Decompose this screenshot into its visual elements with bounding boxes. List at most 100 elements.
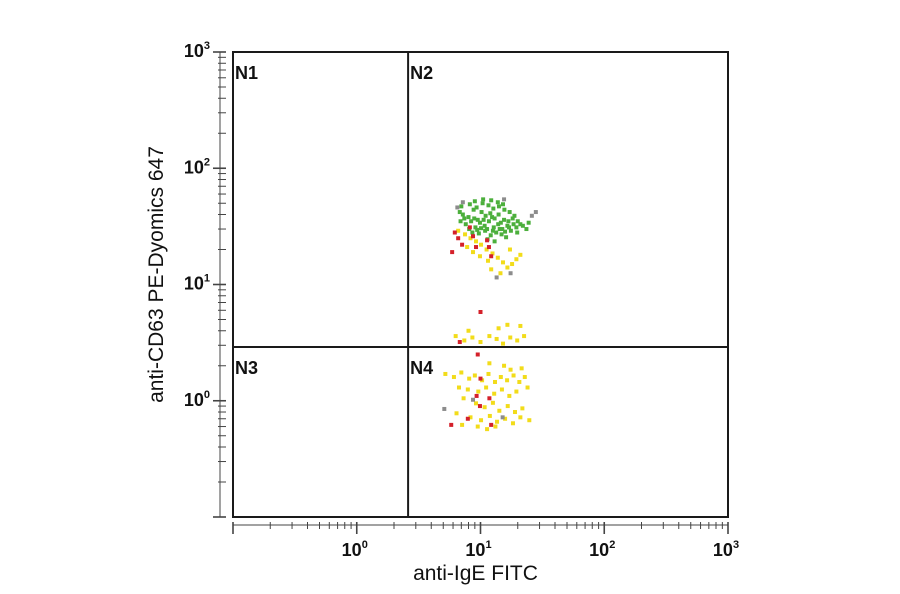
data-point [470, 230, 475, 235]
data-point [496, 222, 501, 227]
data-point [508, 367, 513, 372]
data-point [515, 338, 520, 343]
data-point [476, 389, 481, 394]
data-point [469, 219, 474, 224]
data-point [457, 210, 462, 215]
data-point [466, 215, 471, 220]
data-point [468, 236, 473, 241]
data-point [515, 219, 520, 224]
data-point [503, 229, 508, 234]
data-point [467, 376, 472, 381]
data-point [507, 210, 512, 215]
data-point [500, 227, 505, 232]
quadrant-label-n4: N4 [410, 358, 433, 378]
x-tick-label: 103 [713, 539, 739, 560]
data-point [456, 236, 461, 241]
data-point [458, 219, 463, 224]
data-point [508, 335, 513, 340]
data-point [477, 254, 482, 259]
data-point [489, 198, 494, 203]
data-point [522, 375, 527, 380]
data-point [507, 393, 512, 398]
data-point [486, 371, 491, 376]
data-point [512, 410, 517, 415]
data-point [478, 340, 483, 345]
data-point [472, 373, 477, 378]
data-point [460, 200, 465, 205]
axis-ticks [213, 51, 729, 534]
data-point [454, 411, 459, 416]
data-point [498, 220, 503, 225]
data-point [518, 222, 523, 227]
data-point [485, 227, 490, 232]
data-point [472, 216, 477, 221]
data-point [471, 207, 476, 212]
data-point [524, 227, 529, 232]
data-point [494, 336, 499, 341]
data-point [475, 227, 480, 232]
data-point [470, 335, 475, 340]
data-point [455, 205, 460, 210]
data-point [478, 310, 483, 315]
data-point [520, 223, 525, 228]
data-point [518, 323, 523, 328]
data-point [488, 233, 493, 238]
data-point [502, 217, 507, 222]
y-tick-label: 103 [184, 40, 210, 61]
x-axis-title: anti-IgE FITC [413, 562, 538, 585]
data-point [490, 251, 495, 256]
data-point [488, 211, 493, 216]
data-point [505, 322, 510, 327]
data-point [510, 421, 515, 426]
data-point [473, 225, 478, 230]
data-point [497, 408, 502, 413]
data-point [498, 375, 503, 380]
data-point [514, 225, 519, 230]
data-point [489, 422, 494, 427]
data-point [456, 385, 461, 390]
data-point [483, 213, 488, 218]
data-point [463, 232, 468, 237]
data-point [490, 400, 495, 405]
data-point [475, 217, 480, 222]
plot-frame [232, 51, 729, 518]
data-point [526, 220, 531, 225]
data-point [486, 203, 491, 208]
data-point [482, 405, 487, 410]
y-tick-label: 100 [184, 389, 210, 410]
data-point [497, 227, 502, 232]
data-point [505, 378, 510, 383]
data-point [467, 225, 472, 230]
data-point [514, 257, 519, 262]
data-point [452, 230, 457, 235]
data-point [474, 239, 479, 244]
data-point [467, 202, 472, 207]
data-point [492, 216, 497, 221]
data-point [477, 404, 482, 409]
data-point [476, 231, 481, 236]
y-tick-label: 102 [184, 156, 210, 177]
data-point [475, 424, 480, 429]
data-point [506, 219, 511, 224]
data-point [443, 371, 448, 376]
data-point [500, 415, 505, 420]
data-point [460, 212, 465, 217]
data-point [495, 200, 500, 205]
data-point [511, 373, 516, 378]
data-point [465, 387, 470, 392]
data-point [462, 216, 467, 221]
data-point [485, 238, 490, 243]
data-point [518, 252, 523, 257]
data-point [489, 267, 494, 272]
data-points [442, 197, 538, 432]
data-point [514, 389, 519, 394]
data-point [492, 239, 497, 244]
data-point [498, 271, 503, 276]
data-point [471, 234, 476, 239]
data-point [474, 401, 479, 406]
data-point [449, 422, 454, 427]
data-point [466, 328, 471, 333]
data-point [499, 387, 504, 392]
data-point [505, 404, 510, 409]
data-point [494, 230, 499, 235]
